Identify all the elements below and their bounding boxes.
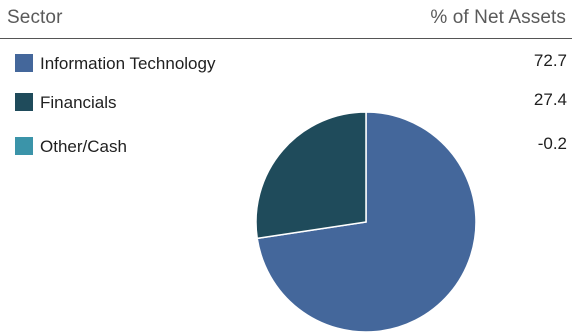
legend-label-other-cash: Other/Cash	[40, 137, 127, 156]
pie-slice-financials	[255, 111, 367, 240]
legend-value-other-cash: -0.2	[537, 134, 567, 153]
legend-value-financials: 27.4	[533, 90, 567, 109]
legend-row-other-cash: Other/Cash -0.2	[0, 134, 574, 158]
legend-swatch-other-cash	[15, 137, 33, 155]
legend-swatch-financials	[15, 93, 33, 111]
legend-value-information-technology: 72.7	[533, 51, 567, 70]
legend-label-information-technology: Information Technology	[40, 54, 216, 73]
legend-row-financials: Financials 27.4	[0, 90, 574, 114]
legend-swatch-information-technology	[15, 54, 33, 72]
net-assets-column-header: % of Net Assets	[430, 7, 566, 28]
sector-column-header: Sector	[7, 7, 63, 28]
header-divider	[0, 38, 572, 39]
legend-row-information-technology: Information Technology 72.7	[0, 51, 574, 75]
legend-label-financials: Financials	[40, 93, 117, 112]
